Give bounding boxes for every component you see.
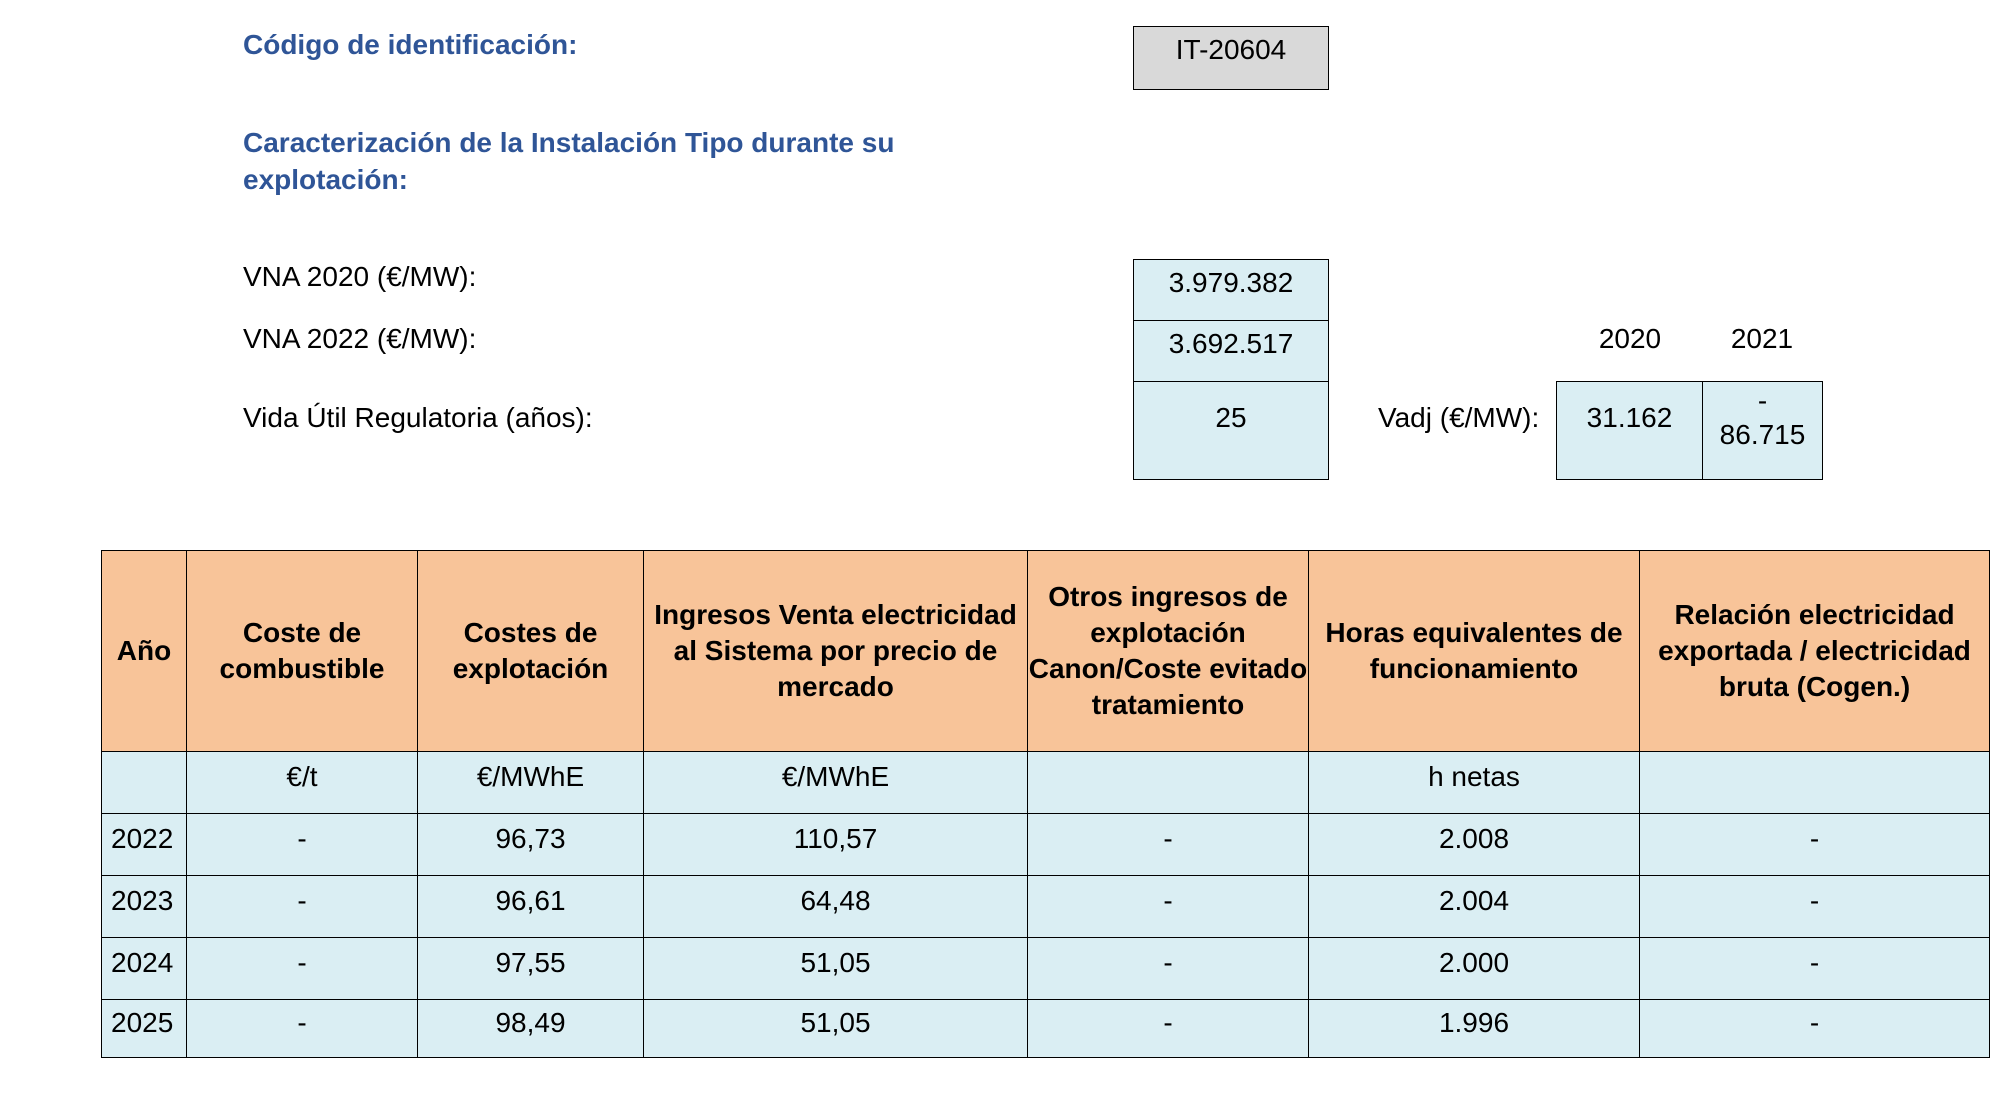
identification-code: IT-20604 xyxy=(1133,26,1329,90)
table-cell: - xyxy=(186,999,418,1058)
year-cell: 2022 xyxy=(101,813,187,876)
unit-cell xyxy=(101,751,187,814)
year-cell: 2025 xyxy=(101,999,187,1058)
identification-label: Código de identificación: xyxy=(243,29,578,60)
header-ano: Año xyxy=(101,550,187,752)
table-cell: 64,48 xyxy=(643,875,1028,938)
table-cell: 96,61 xyxy=(417,875,644,938)
vna-2022-value: 3.692.517 xyxy=(1133,320,1329,382)
table-cell: - xyxy=(1639,999,1990,1058)
unit-cell xyxy=(1639,751,1990,814)
vadj-label: Vadj (€/MW): xyxy=(1378,402,1540,433)
table-cell: - xyxy=(1027,999,1309,1058)
table-cell: - xyxy=(1639,937,1990,1000)
header-horas-equivalentes: Horas equivalentes de funcionamiento xyxy=(1308,550,1640,752)
unit-cell: h netas xyxy=(1308,751,1640,814)
table-cell: 2.004 xyxy=(1308,875,1640,938)
table-cell: 2.000 xyxy=(1308,937,1640,1000)
unit-cell: €/MWhE xyxy=(417,751,644,814)
table-cell: - xyxy=(1027,937,1309,1000)
header-ingresos-venta: Ingresos Venta electricidad al Sistema p… xyxy=(643,550,1028,752)
year-cell: 2023 xyxy=(101,875,187,938)
vna-2020-label: VNA 2020 (€/MW): xyxy=(243,261,477,292)
header-otros-ingresos: Otros ingresos de explotación Canon/Cost… xyxy=(1027,550,1309,752)
vna-2022-label: VNA 2022 (€/MW): xyxy=(243,323,477,354)
table-cell: - xyxy=(1639,875,1990,938)
vida-util-value: 25 xyxy=(1133,381,1329,480)
unit-cell: €/t xyxy=(186,751,418,814)
vna-2020-value: 3.979.382 xyxy=(1133,259,1329,321)
table-cell: - xyxy=(186,937,418,1000)
header-costes-explotacion: Costes de explotación xyxy=(417,550,644,752)
table-row: 2023 - 96,61 64,48 - 2.004 - xyxy=(101,875,1990,938)
table-cell: - xyxy=(1639,813,1990,876)
table-row: 2022 - 96,73 110,57 - 2.008 - xyxy=(101,813,1990,876)
table-cell: 1.996 xyxy=(1308,999,1640,1058)
header-relacion-electricidad: Relación electricidad exportada / electr… xyxy=(1639,550,1990,752)
table-cell: 51,05 xyxy=(643,999,1028,1058)
section-title: Caracterización de la Instalación Tipo d… xyxy=(243,127,895,195)
table-row: 2025 - 98,49 51,05 - 1.996 - xyxy=(101,999,1990,1058)
vadj-year-2020: 2020 xyxy=(1598,323,1662,354)
year-cell: 2024 xyxy=(101,937,187,1000)
table-cell: 98,49 xyxy=(417,999,644,1058)
table-cell: - xyxy=(186,875,418,938)
table-cell: - xyxy=(1027,875,1309,938)
unit-cell xyxy=(1027,751,1309,814)
table-cell: 110,57 xyxy=(643,813,1028,876)
table-cell: 2.008 xyxy=(1308,813,1640,876)
table-cell: 51,05 xyxy=(643,937,1028,1000)
vida-util-label: Vida Útil Regulatoria (años): xyxy=(243,402,593,433)
table-cell: 97,55 xyxy=(417,937,644,1000)
unit-cell: €/MWhE xyxy=(643,751,1028,814)
units-row: €/t €/MWhE €/MWhE h netas xyxy=(101,751,1990,814)
cost-table: Año Coste de combustible Costes de explo… xyxy=(101,550,1990,1058)
table-cell: - xyxy=(1027,813,1309,876)
table-row: 2024 - 97,55 51,05 - 2.000 - xyxy=(101,937,1990,1000)
table-cell: 96,73 xyxy=(417,813,644,876)
table-cell: - xyxy=(186,813,418,876)
table-header-row: Año Coste de combustible Costes de explo… xyxy=(101,550,1990,752)
vadj-2021-value: - 86.715 xyxy=(1702,381,1823,480)
vadj-year-2021: 2021 xyxy=(1730,323,1794,354)
vadj-2020-value: 31.162 xyxy=(1556,381,1703,480)
header-coste-combustible: Coste de combustible xyxy=(186,550,418,752)
